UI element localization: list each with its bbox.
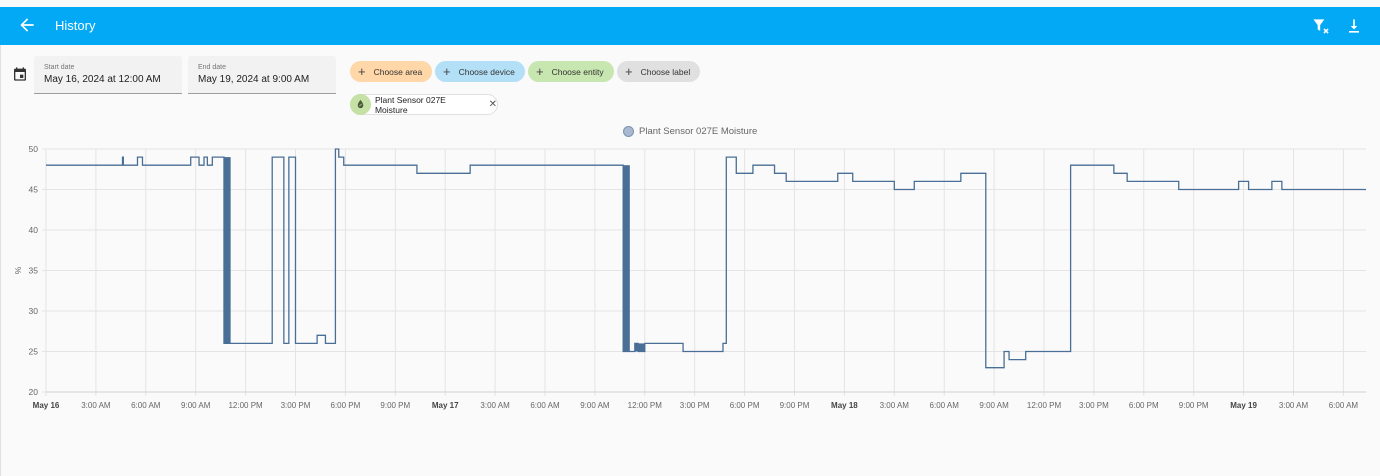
y-axis-label: %: [13, 266, 23, 274]
arrow-left-icon[interactable]: [17, 15, 37, 35]
x-tick-label: 3:00 AM: [480, 401, 510, 410]
history-chart[interactable]: 20 25 30 35 40 45 50% May 16 3:00 AM 6:00 AM 9:00 …: [0, 140, 1380, 420]
left-border: [0, 45, 1, 476]
page-title: History: [55, 18, 96, 33]
start-date-field[interactable]: Start date May 16, 2024 at 12:00 AM: [34, 56, 182, 94]
x-tick-label: 6:00 PM: [1129, 401, 1159, 410]
x-tick-label: 6:00 AM: [930, 401, 960, 410]
water-drop-icon: [350, 94, 371, 115]
x-tick-label: May 16: [33, 401, 60, 410]
app-header: History: [0, 7, 1380, 45]
y-tick-label: 35: [29, 266, 39, 276]
x-tick-label: 9:00 PM: [380, 401, 410, 410]
end-date-label: End date: [198, 64, 227, 71]
choose-area-label: Choose area: [373, 66, 423, 77]
filter-remove-icon[interactable]: [1311, 16, 1331, 36]
x-tick-label: 6:00 AM: [131, 401, 161, 410]
x-tick-label: 6:00 PM: [730, 401, 760, 410]
legend-label: Plant Sensor 027E Moisture: [639, 126, 758, 137]
x-tick-label: 12:00 PM: [628, 401, 663, 410]
x-tick-label: 6:00 AM: [1329, 401, 1359, 410]
plus-icon: +: [536, 64, 544, 79]
selected-entity-label: Plant Sensor 027E Moisture: [374, 94, 446, 115]
selected-entity-chip[interactable]: Plant Sensor 027E Moisture ✕: [350, 94, 498, 115]
download-icon[interactable]: [1344, 16, 1364, 36]
dense-data-band: [623, 165, 630, 352]
y-tick-label: 45: [29, 185, 39, 195]
plus-icon: +: [625, 64, 633, 79]
plus-icon: +: [358, 64, 366, 79]
x-tick-label: 3:00 PM: [680, 401, 710, 410]
y-tick-label: 20: [29, 387, 39, 397]
close-icon[interactable]: ✕: [488, 99, 497, 110]
y-tick-label: 50: [29, 144, 39, 154]
x-tick-label: 3:00 AM: [1279, 401, 1309, 410]
y-tick-label: 25: [29, 347, 39, 357]
choose-label-label: Choose label: [640, 66, 691, 77]
x-tick-label: 12:00 PM: [1027, 401, 1062, 410]
x-tick-label: 9:00 AM: [979, 401, 1009, 410]
calendar-icon[interactable]: [12, 66, 28, 82]
x-tick-label: 9:00 PM: [1179, 401, 1209, 410]
x-tick-label: 9:00 AM: [181, 401, 211, 410]
choose-entity-label: Choose entity: [551, 66, 604, 77]
choose-device-button[interactable]: + Choose device: [435, 61, 525, 82]
end-date-value: May 19, 2024 at 9:00 AM: [198, 74, 310, 85]
y-tick-label: 30: [29, 306, 39, 316]
x-tick-label: May 19: [1230, 401, 1257, 410]
choose-entity-button[interactable]: + Choose entity: [528, 61, 614, 82]
choose-area-button[interactable]: + Choose area: [350, 61, 433, 82]
x-tick-label: 3:00 AM: [880, 401, 910, 410]
start-date-label: Start date: [44, 64, 75, 71]
y-tick-label: 40: [29, 225, 39, 235]
choose-label-button[interactable]: + Choose label: [617, 61, 701, 82]
choose-device-label: Choose device: [458, 66, 515, 77]
x-tick-label: 3:00 PM: [281, 401, 311, 410]
x-tick-label: 3:00 PM: [1079, 401, 1109, 410]
x-tick-label: 12:00 PM: [228, 401, 263, 410]
start-date-value: May 16, 2024 at 12:00 AM: [44, 74, 161, 85]
moisture-series-line: [46, 148, 1366, 369]
x-tick-label: May 17: [432, 401, 459, 410]
x-tick-label: 3:00 AM: [81, 401, 111, 410]
end-date-field[interactable]: End date May 19, 2024 at 9:00 AM: [188, 56, 336, 94]
legend-swatch: [623, 126, 634, 137]
plus-icon: +: [443, 64, 451, 79]
x-tick-label: 6:00 AM: [530, 401, 560, 410]
dense-data-band: [223, 157, 231, 344]
chart-legend-item[interactable]: Plant Sensor 027E Moisture: [623, 126, 757, 137]
x-tick-label: May 18: [831, 401, 858, 410]
x-tick-label: 9:00 PM: [780, 401, 810, 410]
dense-data-band: [634, 343, 645, 352]
x-tick-label: 6:00 PM: [331, 401, 361, 410]
x-tick-label: 9:00 AM: [580, 401, 610, 410]
